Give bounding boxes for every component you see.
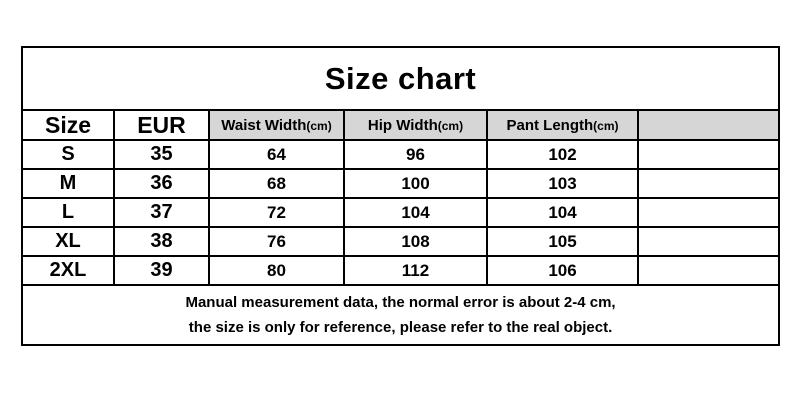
measurement-note-line2: the size is only for reference, please r… [188,319,613,336]
waist-cell: 64 [208,139,345,170]
eur-cell: 38 [113,226,210,257]
col-header-pant-length-label: Pant Length [506,116,594,134]
col-header-waist-width-label: Waist Width [221,116,307,134]
header-row: Size EUR Waist Width(cm) Hip Width(cm) P… [21,109,781,141]
pant-cell: 102 [486,139,639,170]
pant-cell: 105 [486,226,639,257]
col-header-empty [636,109,781,141]
table-row-s: S 35 64 96 102 [21,139,781,170]
hip-cell: 96 [343,139,488,170]
hip-cell: 112 [343,255,488,286]
empty-cell [636,168,781,199]
measurement-note-line1: Manual measurement data, the normal erro… [185,294,616,311]
pant-cell: 103 [486,168,639,199]
table-row-m: M 36 68 100 103 [21,168,781,199]
col-header-eur: EUR [113,109,210,141]
col-header-size: Size [21,109,115,141]
footer-row: Manual measurement data, the normal erro… [20,284,781,346]
empty-cell [636,226,781,257]
size-cell: 2XL [21,255,115,286]
eur-cell: 35 [113,139,210,170]
hip-cell: 108 [343,226,488,257]
col-header-pant-length: Pant Length(cm) [486,109,639,141]
table-row-2xl: 2XL 39 80 112 106 [21,255,781,286]
measurement-note: Manual measurement data, the normal erro… [20,284,781,346]
size-chart-container: Size chart Size EUR Waist Width(cm) Hip … [20,46,781,346]
size-cell: S [21,139,115,170]
pant-cell: 106 [486,255,639,286]
col-header-hip-width-label: Hip Width [367,116,438,134]
table-row-xl: XL 38 76 108 105 [21,226,781,257]
col-header-hip-width: Hip Width(cm) [343,109,488,141]
waist-cell: 72 [208,197,345,228]
size-cell: XL [21,226,115,257]
eur-cell: 36 [113,168,210,199]
col-header-waist-width: Waist Width(cm) [208,109,345,141]
pant-cell: 104 [486,197,639,228]
size-cell: L [21,197,115,228]
size-chart-table: Size chart Size EUR Waist Width(cm) Hip … [20,46,781,346]
empty-cell [636,255,781,286]
empty-cell [636,197,781,228]
title-row: Size chart [20,46,781,111]
waist-cell: 76 [208,226,345,257]
waist-cell: 68 [208,168,345,199]
waist-cell: 80 [208,255,345,286]
col-header-waist-width-unit: (cm) [306,118,332,133]
empty-cell [636,139,781,170]
table-row-l: L 37 72 104 104 [21,197,781,228]
hip-cell: 100 [343,168,488,199]
eur-cell: 39 [113,255,210,286]
chart-title: Size chart [20,46,781,111]
hip-cell: 104 [343,197,488,228]
size-cell: M [21,168,115,199]
eur-cell: 37 [113,197,210,228]
col-header-pant-length-unit: (cm) [593,118,619,133]
col-header-hip-width-unit: (cm) [437,118,464,133]
